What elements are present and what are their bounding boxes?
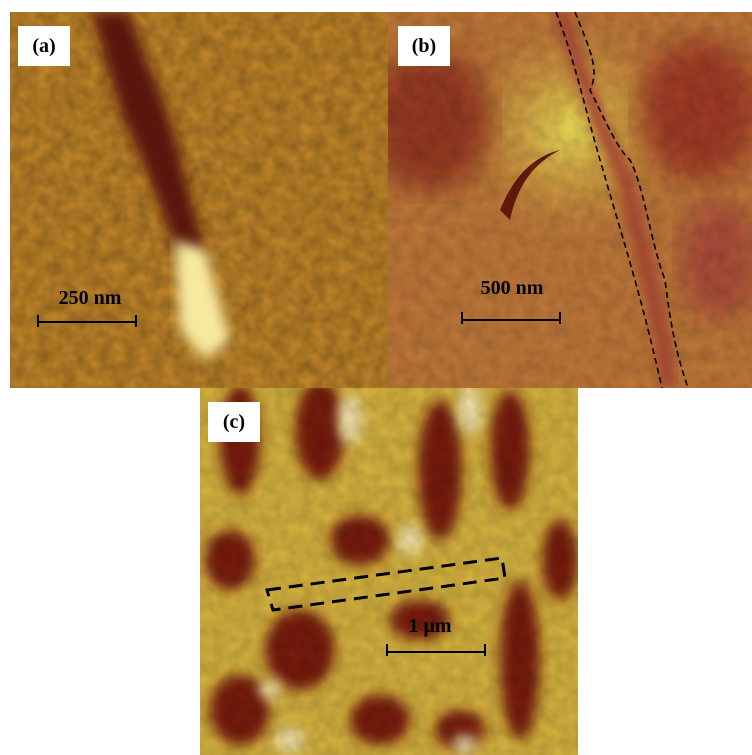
panel-label: (b) bbox=[412, 35, 436, 57]
scale-bar-label: 250 nm bbox=[59, 287, 122, 309]
panel-label: (c) bbox=[223, 411, 245, 433]
scale-bar-label: 1 μm bbox=[409, 615, 452, 637]
panel-b-image bbox=[370, 12, 752, 388]
figure: (a) 250 nm (b) 500 nm bbox=[0, 0, 752, 755]
scale-bar-label: 500 nm bbox=[481, 277, 544, 299]
panel-label: (a) bbox=[32, 35, 55, 57]
panel-a-image bbox=[10, 12, 388, 388]
